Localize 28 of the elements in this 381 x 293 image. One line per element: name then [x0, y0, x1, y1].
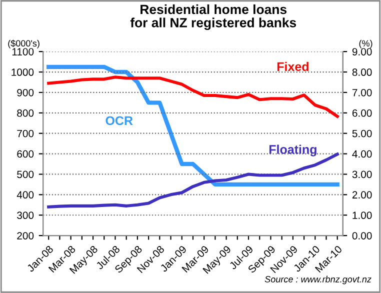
source-note: Source : www.rbnz.govt.nz — [264, 276, 372, 284]
line-series — [47, 76, 339, 118]
chart-title: Residential home loans for all NZ registered banks — [130, 4, 296, 30]
series-label: OCR — [106, 116, 133, 126]
series-label: Fixed — [277, 62, 308, 72]
y2-tick-label: 7.00 — [352, 88, 372, 96]
y-tick-label: 700 — [17, 130, 34, 138]
y2-tick-label: 6.00 — [352, 109, 372, 117]
y-tick-label: 400 — [16, 191, 34, 199]
y2-tick-label: 3.00 — [352, 170, 372, 178]
y-tick-label: 1100 — [12, 48, 34, 56]
y-tick-label: 1000 — [12, 68, 34, 76]
series-label: Floating — [269, 144, 316, 156]
y-axis-title: ($000's) — [8, 40, 40, 48]
y2-tick-label: 2.00 — [352, 191, 372, 199]
y2-tick-label: 0.00 — [352, 232, 372, 240]
y-tick-label: 300 — [17, 212, 34, 220]
y2-tick-label: 4.00 — [352, 150, 372, 158]
y2-axis-title: (%) — [359, 40, 372, 48]
y-tick-label: 500 — [17, 170, 34, 178]
y2-tick-label: 1.00 — [352, 212, 372, 220]
y-tick-label: 900 — [17, 88, 34, 96]
y-tick-label: 600 — [17, 150, 34, 158]
y2-tick-label: 9.00 — [352, 48, 372, 56]
y-tick-label: 200 — [17, 232, 34, 240]
y2-tick-label: 5.00 — [352, 130, 372, 138]
y-tick-label: 800 — [17, 109, 34, 117]
y2-tick-label: 8.00 — [352, 68, 372, 76]
